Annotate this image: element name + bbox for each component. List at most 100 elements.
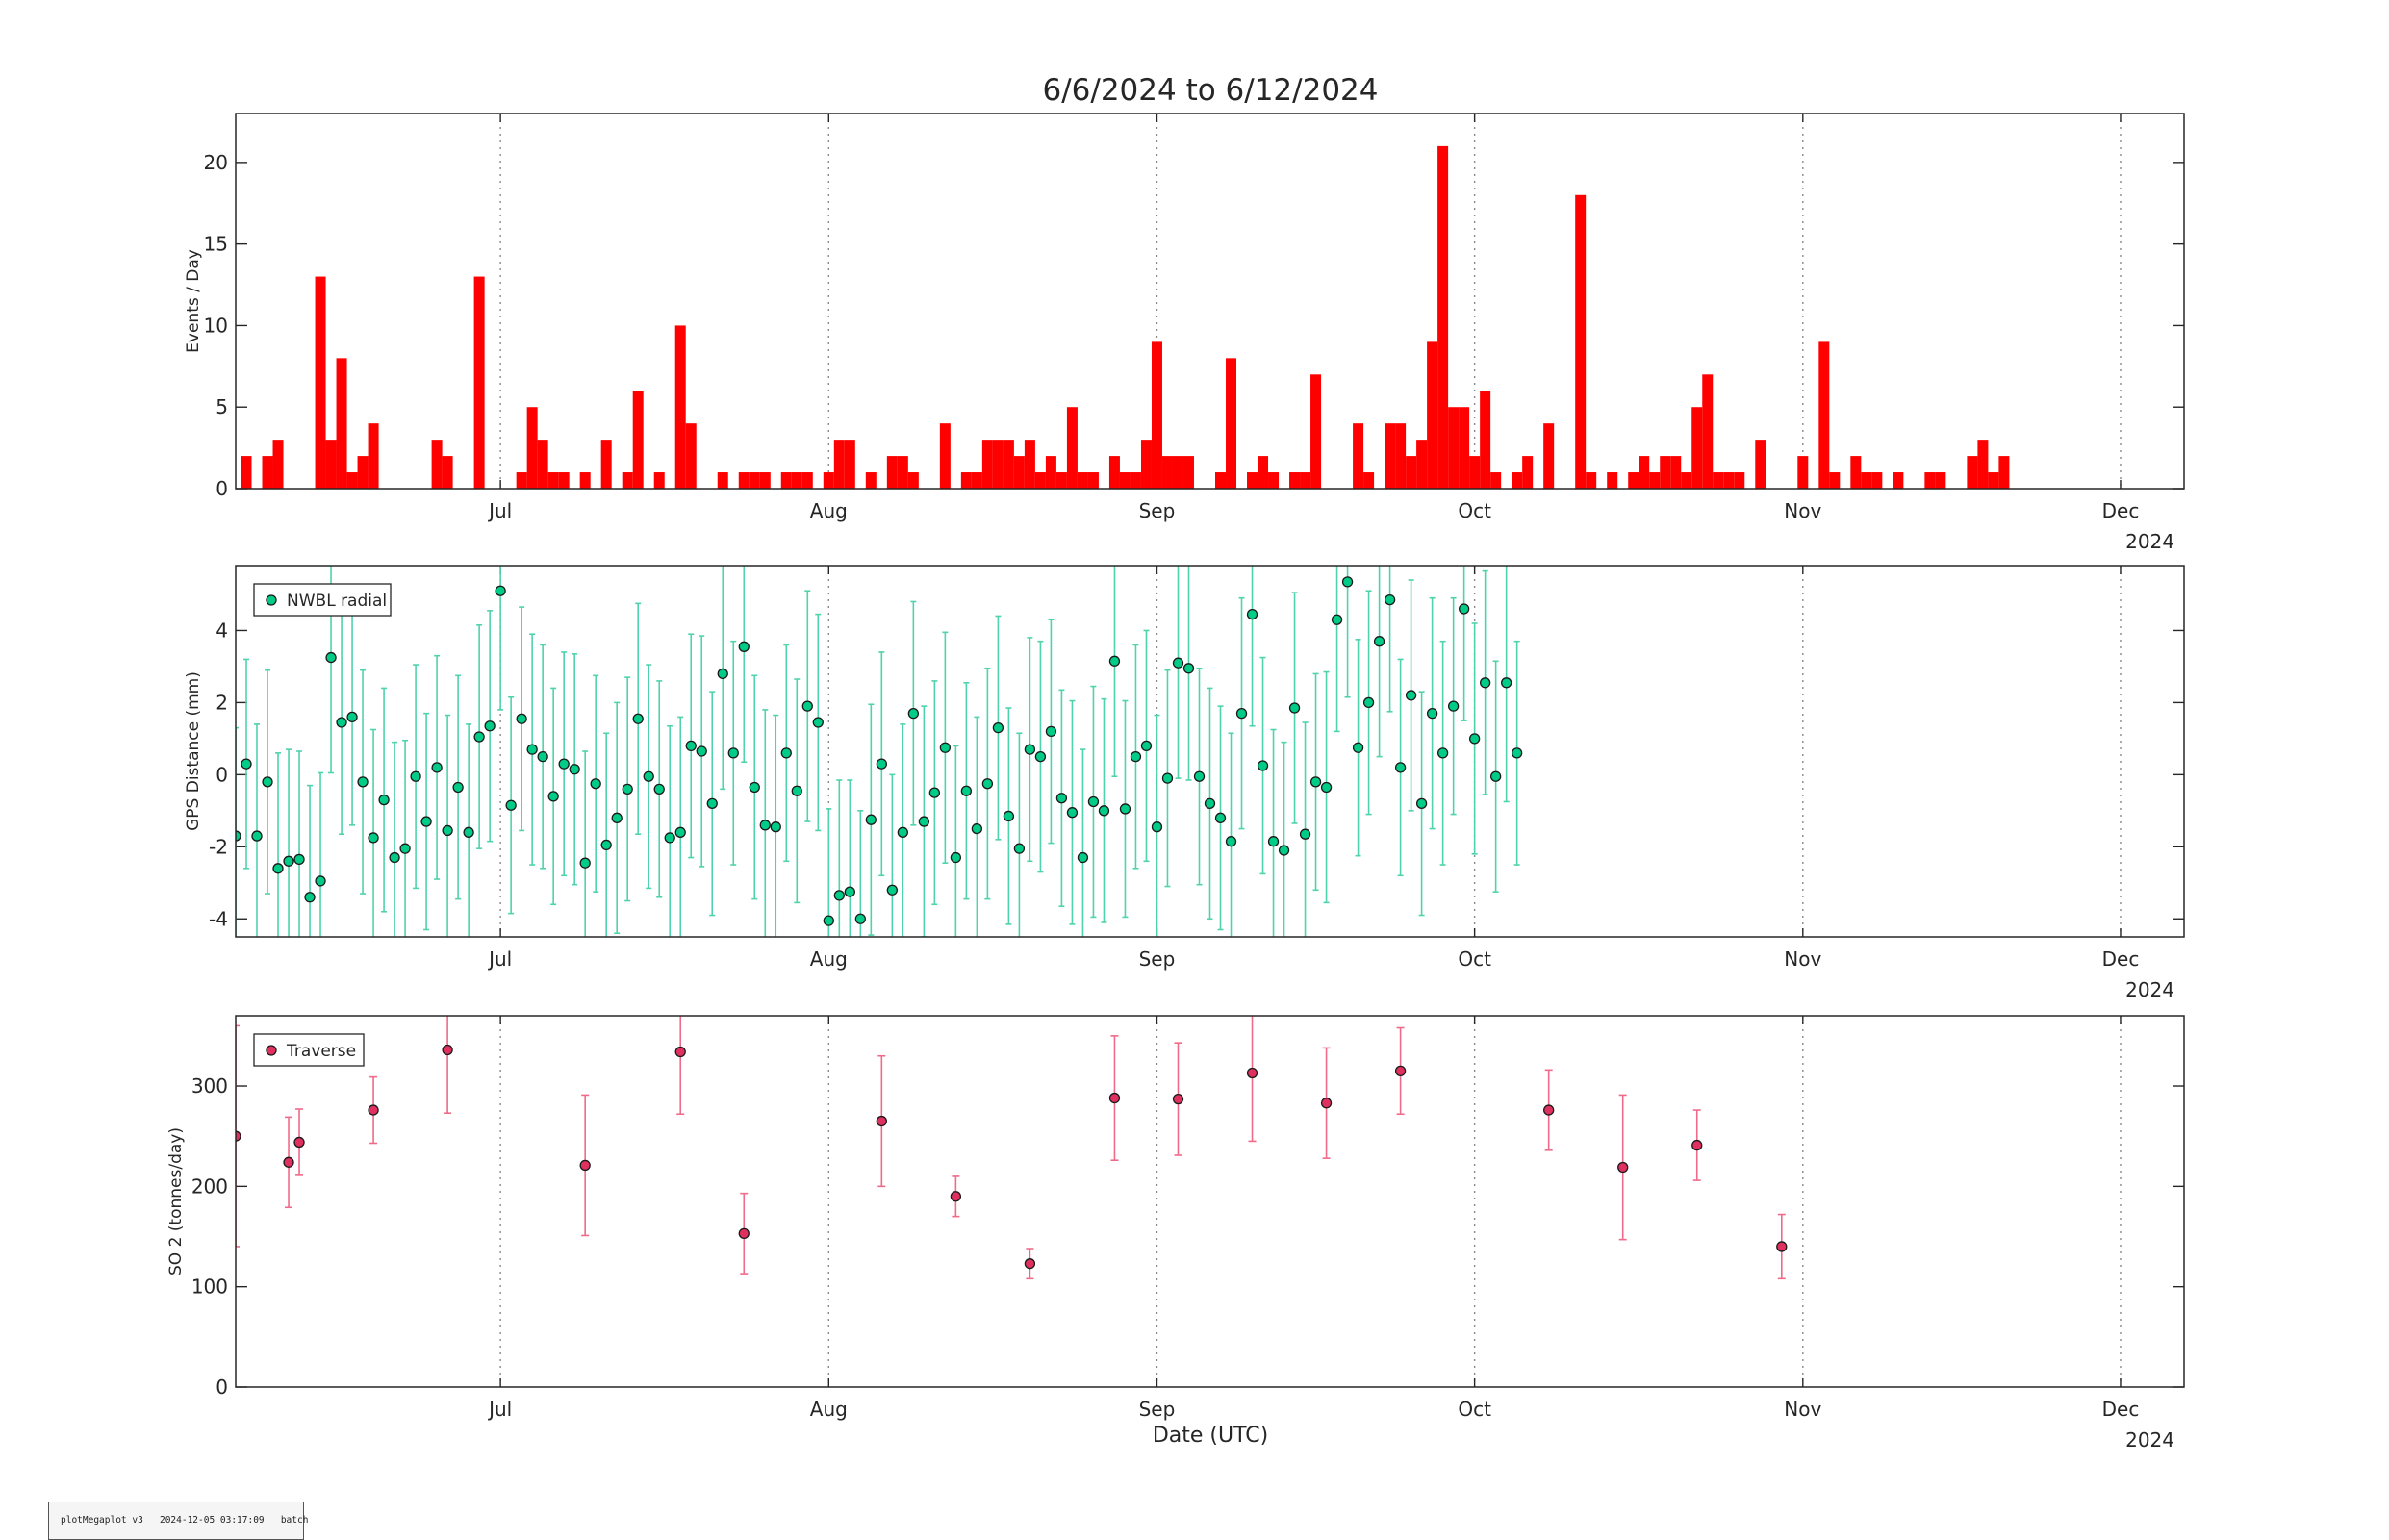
y-tick-label: 0 [216, 763, 228, 786]
data-point [368, 832, 379, 844]
data-layer [241, 145, 2010, 489]
bar [1247, 472, 1258, 489]
data-point [1214, 812, 1227, 823]
x-tick-label: Jul [487, 1398, 512, 1421]
data-point [1246, 608, 1258, 620]
data-point [1436, 747, 1449, 759]
bar [1077, 472, 1088, 489]
bar [1161, 456, 1173, 489]
data-point [1447, 700, 1460, 712]
data-point [876, 1115, 887, 1127]
bar [865, 472, 877, 489]
bar [537, 440, 548, 489]
data-point [293, 1136, 305, 1149]
bar [1935, 472, 1946, 489]
footer-stamp: plotMegaplot v3 2024-12-05 03:17:09 batc… [48, 1502, 308, 1540]
data-point [389, 851, 400, 864]
data-point [674, 1046, 686, 1058]
data-point [516, 713, 527, 724]
bar [1066, 407, 1078, 489]
x-tick-label: Sep [1139, 1398, 1176, 1421]
y-tick-label: 0 [216, 477, 228, 500]
data-point [1309, 776, 1322, 788]
bar [738, 472, 750, 489]
y-axis-label: Events / Day [184, 249, 203, 353]
data-point [1320, 1098, 1333, 1109]
data-point [1172, 657, 1184, 669]
data-point [262, 776, 273, 788]
data-point [801, 700, 813, 712]
bar [1660, 456, 1671, 489]
bar [1818, 341, 1830, 489]
data-point [886, 884, 898, 896]
data-point [1468, 733, 1481, 745]
data-point [664, 832, 675, 844]
data-point [727, 747, 739, 759]
data-point [1267, 836, 1280, 847]
x-tick-label: Oct [1458, 947, 1491, 971]
data-point [1341, 576, 1354, 588]
bar [981, 440, 993, 489]
bar [1480, 391, 1491, 489]
data-point [315, 875, 326, 887]
data-point [971, 822, 983, 835]
data-point [685, 740, 697, 752]
bar [241, 456, 252, 489]
axes-box [235, 565, 2185, 938]
legend-marker [266, 594, 277, 606]
data-point [399, 843, 411, 854]
bar [1713, 472, 1724, 489]
bar [1850, 456, 1862, 489]
bar [844, 440, 855, 489]
bar [1797, 456, 1809, 489]
x-tick-label: Dec [2102, 499, 2140, 522]
bar [907, 472, 919, 489]
data-point [1235, 708, 1248, 720]
bar [1448, 407, 1460, 489]
data-point [1066, 807, 1079, 819]
data-point [854, 913, 866, 924]
bar [1469, 456, 1481, 489]
y-tick-label: 200 [191, 1174, 228, 1198]
bar [780, 472, 792, 489]
y-tick-label: 300 [191, 1074, 228, 1098]
data-point [505, 799, 517, 811]
data-point [558, 758, 570, 770]
data-point [897, 826, 908, 838]
data-point [780, 747, 792, 759]
data-point [420, 816, 432, 827]
data-point [1151, 821, 1163, 833]
x-tick-label: Sep [1139, 499, 1176, 522]
legend: Traverse [253, 1033, 365, 1067]
data-point [812, 717, 824, 728]
data-point [1182, 663, 1195, 674]
y-tick-label: 20 [204, 151, 228, 174]
data-point [241, 758, 252, 770]
panel-3: Jul Aug Sep Oct Nov Dec 2024 0 100 200 300 SO 2 (to… [166, 1015, 2185, 1452]
bar [1427, 341, 1438, 489]
legend-label: Traverse [286, 1042, 356, 1061]
data-point [1479, 677, 1491, 689]
data-point [600, 839, 612, 851]
bar [632, 391, 644, 489]
year-label: 2024 [2125, 530, 2174, 553]
data-point [484, 720, 496, 732]
data-point [939, 742, 952, 753]
bar [674, 325, 686, 489]
data-point [1278, 845, 1290, 856]
bar [1289, 472, 1301, 489]
y-tick-label: 10 [204, 314, 228, 337]
data-point [770, 821, 781, 833]
data-point [1087, 795, 1100, 808]
data-point [653, 783, 665, 795]
data-point [918, 816, 930, 827]
data-point [1489, 770, 1502, 782]
bar [1755, 440, 1766, 489]
data-point [1512, 747, 1523, 759]
legend-label: NWBL radial [287, 592, 387, 611]
data-point [1331, 614, 1343, 625]
data-point [738, 1227, 750, 1240]
data-point [643, 770, 654, 782]
